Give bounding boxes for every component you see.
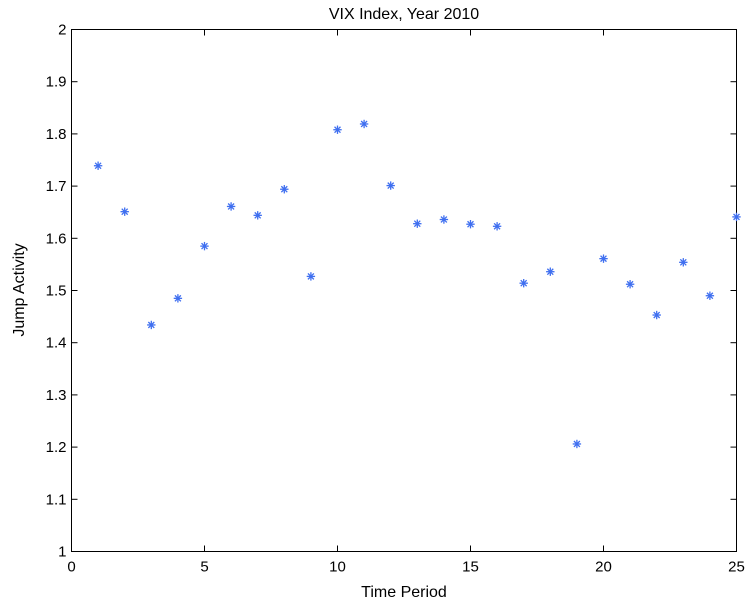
plot-area	[71, 29, 737, 552]
y-tick-label: 1.5	[46, 283, 67, 300]
data-point	[732, 212, 741, 222]
y-tick-label: 1.7	[46, 178, 67, 195]
x-tick-label: 10	[329, 559, 346, 576]
axis-tick-labels: 0 5 10 15 20 25 1 1.1 1.2 1.3 1.4 1.5 1.6 1.7 1.8 1.9 2	[46, 22, 745, 576]
y-tick-label: 1.9	[46, 74, 67, 91]
y-tick-label: 1.6	[46, 230, 67, 247]
x-tick-label: 5	[200, 559, 208, 576]
data-points	[93, 119, 741, 449]
data-point	[439, 215, 449, 224]
y-axis-label: Jump Activity	[11, 243, 28, 336]
data-point	[173, 294, 183, 303]
y-tick-label: 2	[58, 22, 66, 39]
data-point	[280, 185, 289, 194]
y-tick-label: 1.2	[46, 439, 67, 456]
data-point	[120, 207, 129, 216]
data-point	[679, 258, 688, 267]
x-tick-label: 25	[728, 559, 745, 576]
data-point	[93, 161, 103, 170]
y-tick-label: 1	[58, 544, 66, 561]
data-point	[625, 280, 635, 289]
data-point	[147, 320, 156, 330]
y-tick-label: 1.8	[46, 126, 67, 143]
x-axis-label: Time Period	[361, 584, 447, 601]
data-point	[466, 220, 475, 229]
data-point	[413, 219, 422, 228]
chart-title: VIX Index, Year 2010	[329, 6, 479, 23]
data-point	[652, 310, 661, 320]
y-tick-label: 1.1	[46, 491, 67, 508]
data-point	[226, 202, 236, 211]
data-point	[359, 119, 369, 129]
data-point	[333, 125, 342, 134]
data-point	[572, 439, 582, 449]
data-point	[306, 272, 316, 281]
axis-ticks	[71, 29, 737, 552]
x-tick-label: 20	[595, 559, 612, 576]
data-point	[705, 291, 715, 300]
y-tick-label: 1.3	[46, 387, 67, 404]
data-point	[519, 278, 528, 288]
y-tick-label: 1.4	[46, 335, 67, 352]
data-point	[599, 254, 608, 263]
data-point	[546, 267, 555, 276]
data-point	[386, 181, 395, 190]
x-tick-label: 15	[462, 559, 479, 576]
data-point	[200, 241, 209, 251]
data-point	[253, 211, 262, 220]
data-point	[492, 222, 502, 231]
x-tick-label: 0	[67, 559, 75, 576]
